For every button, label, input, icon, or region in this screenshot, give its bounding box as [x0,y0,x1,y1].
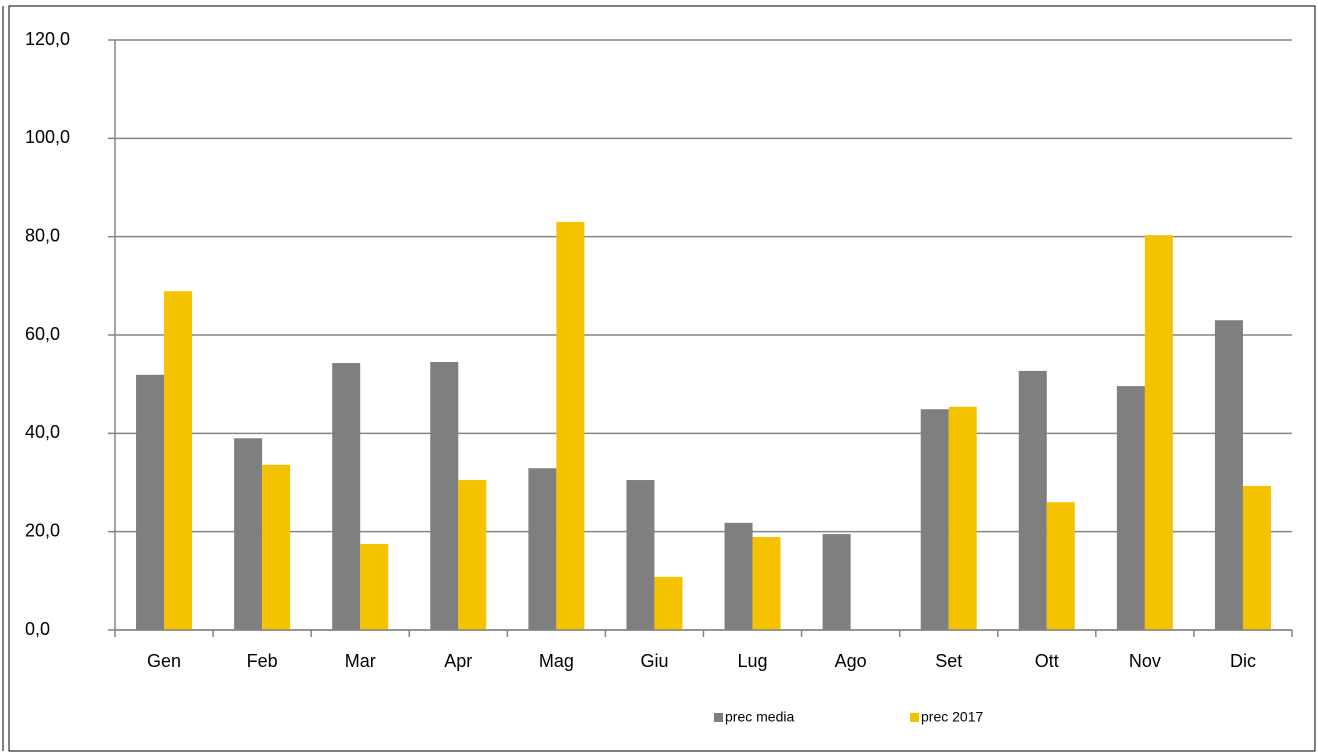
y-tick-label: 80,0 [25,225,60,245]
x-tick-label: Ago [835,651,867,671]
y-tick-label: 0,0 [25,619,50,639]
legend-label: prec 2017 [921,709,983,725]
bar [654,576,683,630]
y-tick-label: 60,0 [25,324,60,344]
legend-swatch [910,713,919,722]
bar [234,438,263,630]
x-tick-label: Mag [539,651,574,671]
x-tick-label: Dic [1230,651,1256,671]
bar [920,409,949,630]
bar [430,362,459,630]
bar [1116,386,1145,630]
bar [724,522,753,630]
bar [332,363,361,630]
legend-swatch [714,713,723,722]
y-tick-label: 120,0 [25,29,70,49]
chart-frame [8,5,1316,752]
x-tick-label: Apr [444,651,472,671]
bar [1144,235,1173,631]
bar [1018,370,1047,630]
bar [822,534,851,630]
bar [136,374,165,630]
x-tick-label: Gen [147,651,181,671]
bar [360,543,389,630]
x-tick-label: Set [935,651,962,671]
x-tick-label: Ott [1035,651,1059,671]
y-tick-label: 100,0 [25,127,70,147]
bar [948,406,977,630]
bar [1046,502,1075,630]
x-tick-label: Feb [247,651,278,671]
bar [458,480,487,630]
bar [528,468,557,630]
bar [164,291,193,630]
x-tick-label: Nov [1129,651,1161,671]
bar [556,221,585,630]
bar [752,537,781,630]
x-tick-label: Lug [738,651,768,671]
legend-label: prec media [725,709,794,725]
x-tick-label: Mar [345,651,376,671]
y-tick-label: 20,0 [25,520,60,540]
x-tick-label: Giu [640,651,668,671]
bar [262,464,291,630]
bar [626,480,655,630]
bar [1242,485,1271,630]
bar [1214,320,1243,630]
y-tick-label: 40,0 [25,422,60,442]
